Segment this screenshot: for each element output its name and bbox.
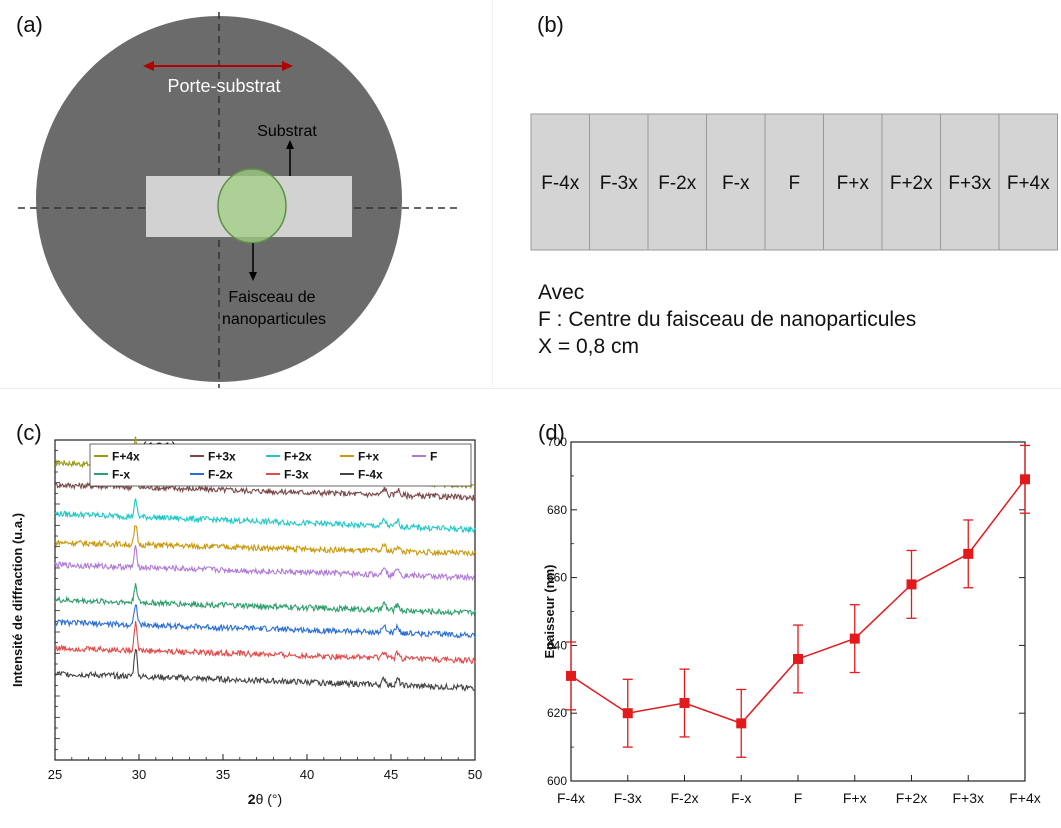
thickness-point	[622, 708, 633, 719]
xrd-x-tick-label: 35	[216, 767, 230, 782]
thickness-point	[849, 633, 860, 644]
legend-entry: F-2x	[208, 468, 233, 482]
thickness-point	[793, 653, 803, 664]
strip-cell	[764, 113, 824, 251]
strip-cell	[998, 113, 1058, 251]
xrd-x-tick-label: 50	[468, 767, 482, 782]
thickness-y-tick-label: 660	[547, 571, 567, 585]
thickness-x-tick-label: F-x	[731, 790, 751, 806]
thickness-point	[679, 698, 690, 709]
thickness-y-tick-label: 600	[547, 774, 567, 788]
legend-entry: F-x	[112, 468, 130, 482]
panel-divider-vertical	[492, 0, 493, 388]
thickness-chart: 600 620 640 660 680 700 F-4x F-3x F-2x F-x F F+x F+2…	[542, 435, 1041, 806]
strip-cell	[647, 113, 707, 251]
thickness-y-tick-label: 700	[547, 435, 567, 449]
strip-cell	[589, 113, 649, 251]
legend-entry: F-3x	[284, 468, 309, 482]
note-line-x-definition: X = 0,8 cm	[538, 335, 639, 358]
note-line-f-definition: F : Centre du faisceau de nanoparticules	[538, 308, 917, 331]
strip-cell-label: F-4x	[541, 173, 580, 194]
xrd-series-F-4x	[54, 648, 476, 692]
thickness-x-tick-label: F-2x	[671, 790, 699, 806]
xrd-series-F+x	[54, 525, 476, 557]
beam-arrow	[249, 243, 257, 281]
thickness-x-tick-label: F-4x	[557, 790, 585, 806]
substrate-arrow	[286, 140, 294, 176]
xrd-x-tick-label: 25	[48, 767, 62, 782]
xrd-x-axis-label: 2θ (°)	[248, 791, 282, 807]
legend-entry: F+3x	[208, 450, 236, 464]
panel-b-label: (b)	[537, 12, 564, 37]
thickness-point	[963, 548, 974, 559]
definition-note: Avec F : Centre du faisceau de nanoparti…	[538, 279, 916, 360]
xrd-y-axis-label: Intensité de diffraction (u.a.)	[10, 513, 25, 687]
strip-cell-label: F+2x	[890, 173, 933, 194]
panel-divider-horizontal	[0, 388, 1061, 389]
xrd-x-tick-label: 30	[132, 767, 146, 782]
strip-cell-label: F	[788, 173, 800, 194]
legend-entry: F+2x	[284, 450, 312, 464]
xrd-series-F-x	[54, 583, 476, 617]
thickness-plot-frame	[570, 441, 1026, 782]
thickness-point	[906, 579, 917, 590]
thickness-y-tick-label: 640	[547, 638, 567, 652]
thickness-x-tick-label: F+x	[843, 790, 867, 806]
holder-double-arrow	[143, 61, 293, 71]
thickness-point	[566, 670, 576, 681]
thickness-point	[1020, 474, 1030, 485]
xrd-series-F-3x	[54, 620, 476, 665]
xrd-chart: 25 30 35 40 45 50 2θ (°) Intensité de diffracti…	[10, 436, 482, 807]
strip-cell-label: F-2x	[658, 173, 697, 194]
xrd-plot-frame	[54, 439, 476, 761]
substrate-label: Substrat	[257, 123, 317, 140]
substrate-holder-diagram: Porte-substrat Substrat Faisceau de nano…	[18, 12, 462, 388]
strip-cell	[706, 113, 766, 251]
strip-cell-label: F+3x	[948, 173, 991, 194]
xrd-series-F+3x	[54, 473, 476, 502]
xrd-series-F	[54, 545, 475, 582]
strip-cell	[530, 113, 590, 251]
thickness-y-tick-label: 620	[547, 706, 567, 720]
thickness-x-tick-label: F-3x	[614, 790, 642, 806]
substrate-position-strip: F-4x F-3x F-2x F-x F F+x F+2x F+3x F+4x	[530, 113, 1058, 251]
beam-label-line2: nanoparticules	[222, 311, 326, 328]
thickness-y-axis-label: Epaisseur (nm)	[542, 565, 557, 659]
xrd-series-F-2x	[54, 604, 476, 639]
panel-d-label: (d)	[538, 420, 565, 445]
thickness-point	[736, 718, 747, 729]
legend-entry: F	[430, 450, 437, 464]
thickness-x-tick-label: F+3x	[952, 790, 984, 806]
xrd-x-tick-label: 40	[300, 767, 314, 782]
strip-cell-label: F-x	[722, 173, 750, 194]
panel-a-label: (a)	[16, 12, 43, 37]
note-line-avec: Avec	[538, 281, 585, 304]
strip-cell-label: F+x	[837, 173, 870, 194]
strip-cell	[823, 113, 883, 251]
nanoparticle-beam-spot	[217, 168, 287, 244]
panel-c-label: (c)	[16, 420, 42, 445]
strip-cell-label: F-3x	[600, 173, 639, 194]
thickness-x-tick-label: F+2x	[896, 790, 928, 806]
legend-entry: F-4x	[358, 468, 383, 482]
thickness-x-tick-label: F+4x	[1009, 790, 1041, 806]
xrd-x-tick-label: 45	[384, 767, 398, 782]
strip-cell-label: F+4x	[1007, 173, 1050, 194]
thickness-y-tick-label: 680	[547, 503, 567, 517]
beam-label-line1: Faisceau de	[228, 289, 315, 306]
holder-label: Porte-substrat	[167, 76, 280, 96]
xrd-legend: F+4x F+3x F+2x F+x F F-x F-2x F-3x F-4x	[89, 443, 472, 487]
legend-entry: F+4x	[112, 450, 140, 464]
thickness-x-tick-label: F	[794, 790, 803, 806]
strip-cell	[940, 113, 1000, 251]
xrd-series-F+2x	[54, 498, 476, 534]
legend-entry: F+x	[358, 450, 379, 464]
